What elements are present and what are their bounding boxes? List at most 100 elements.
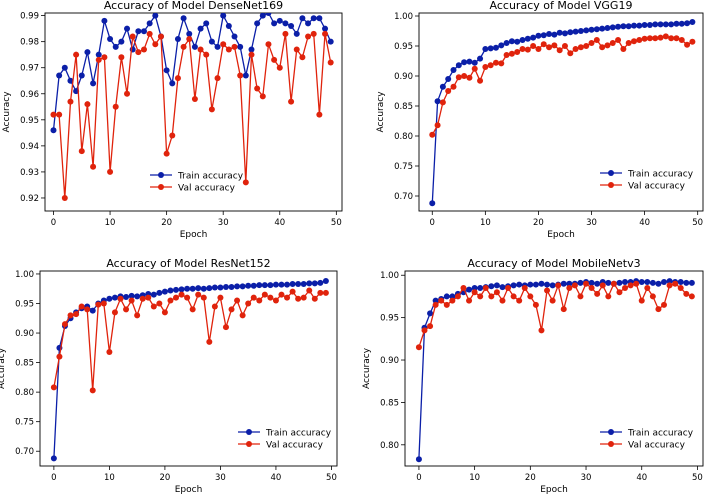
data-point: [432, 297, 439, 304]
data-point: [593, 26, 600, 33]
y-axis-label: Accuracy: [376, 91, 386, 133]
data-point: [538, 327, 545, 334]
data-point: [508, 50, 515, 57]
legend-marker: [246, 429, 252, 435]
data-point: [261, 291, 268, 298]
data-point: [271, 56, 278, 63]
data-point: [169, 132, 176, 139]
data-point: [299, 54, 306, 61]
x-tick-label: 40: [271, 473, 282, 483]
chart-title: Accuracy of Model MobileNetv3: [467, 257, 640, 270]
data-point: [107, 36, 114, 43]
data-point: [432, 301, 439, 308]
data-point: [141, 28, 147, 35]
data-point: [259, 93, 266, 100]
data-point: [540, 32, 547, 39]
data-point: [532, 301, 539, 308]
chart-title: Accuracy of Model ResNet152: [106, 257, 270, 270]
data-point: [683, 279, 690, 286]
data-point: [67, 312, 74, 319]
data-point: [646, 35, 653, 42]
data-point: [84, 101, 91, 108]
data-point: [111, 309, 118, 316]
data-point: [630, 22, 637, 29]
data-point: [128, 292, 135, 299]
x-axis-label: Epoch: [175, 485, 203, 495]
series-val: [50, 30, 334, 201]
data-point: [599, 44, 606, 51]
x-axis-label: Epoch: [180, 230, 208, 240]
y-tick-label: 0.80: [15, 388, 34, 398]
legend-marker: [158, 184, 164, 190]
data-point: [561, 30, 568, 37]
data-point: [327, 59, 334, 66]
x-tick-label: 50: [326, 473, 337, 483]
data-point: [306, 287, 313, 294]
data-point: [261, 282, 268, 289]
data-point: [135, 28, 142, 35]
data-point: [284, 281, 291, 288]
data-point: [488, 293, 495, 300]
data-point: [267, 282, 274, 289]
data-point: [56, 111, 63, 118]
data-point: [605, 279, 612, 286]
data-point: [524, 46, 531, 53]
x-tick-label: 40: [274, 218, 285, 228]
data-point: [644, 279, 651, 286]
data-point: [306, 280, 313, 287]
data-point: [322, 289, 329, 296]
data-point: [620, 46, 627, 52]
data-point: [50, 384, 57, 391]
data-point: [95, 51, 102, 58]
data-point: [228, 306, 235, 313]
data-point: [498, 60, 505, 67]
data-point: [73, 311, 80, 318]
data-point: [214, 43, 221, 50]
data-point: [677, 284, 684, 291]
data-point: [688, 279, 695, 286]
y-tick-label: 0.95: [20, 116, 39, 126]
data-point: [454, 293, 461, 300]
x-tick-label: 30: [581, 473, 592, 483]
data-point: [668, 35, 675, 42]
data-point: [150, 303, 157, 310]
data-point: [649, 279, 656, 286]
data-point: [546, 44, 553, 51]
data-point: [311, 295, 318, 302]
data-point: [466, 286, 473, 293]
data-point: [123, 306, 130, 313]
y-tick-label: 0.85: [394, 102, 413, 112]
data-point: [242, 179, 249, 186]
data-point: [186, 36, 193, 43]
data-point: [461, 59, 468, 66]
data-point: [178, 286, 185, 293]
data-point: [503, 40, 510, 46]
data-point: [56, 72, 63, 79]
data-point: [288, 23, 295, 30]
data-point: [288, 98, 295, 105]
data-point: [689, 19, 696, 25]
y-tick-label: 0.90: [380, 356, 399, 366]
data-point: [450, 67, 457, 73]
plot-frame: [418, 12, 704, 212]
plot-frame: [39, 270, 338, 467]
data-point: [242, 72, 249, 79]
data-point: [300, 294, 307, 301]
data-point: [295, 295, 302, 302]
data-point: [510, 293, 517, 300]
data-point: [549, 297, 556, 304]
chart-title: Accuracy of Model DenseNet169: [104, 0, 283, 12]
data-point: [527, 293, 534, 300]
x-tick-label: 20: [161, 218, 172, 228]
data-point: [225, 46, 232, 53]
data-point: [514, 38, 521, 45]
data-point: [609, 24, 616, 31]
data-point: [129, 33, 136, 40]
x-tick-label: 40: [639, 218, 650, 228]
data-point: [530, 34, 537, 41]
y-tick-label: 0.92: [20, 194, 39, 204]
data-point: [560, 280, 567, 287]
data-point: [505, 284, 512, 291]
x-tick-label: 0: [51, 218, 56, 228]
